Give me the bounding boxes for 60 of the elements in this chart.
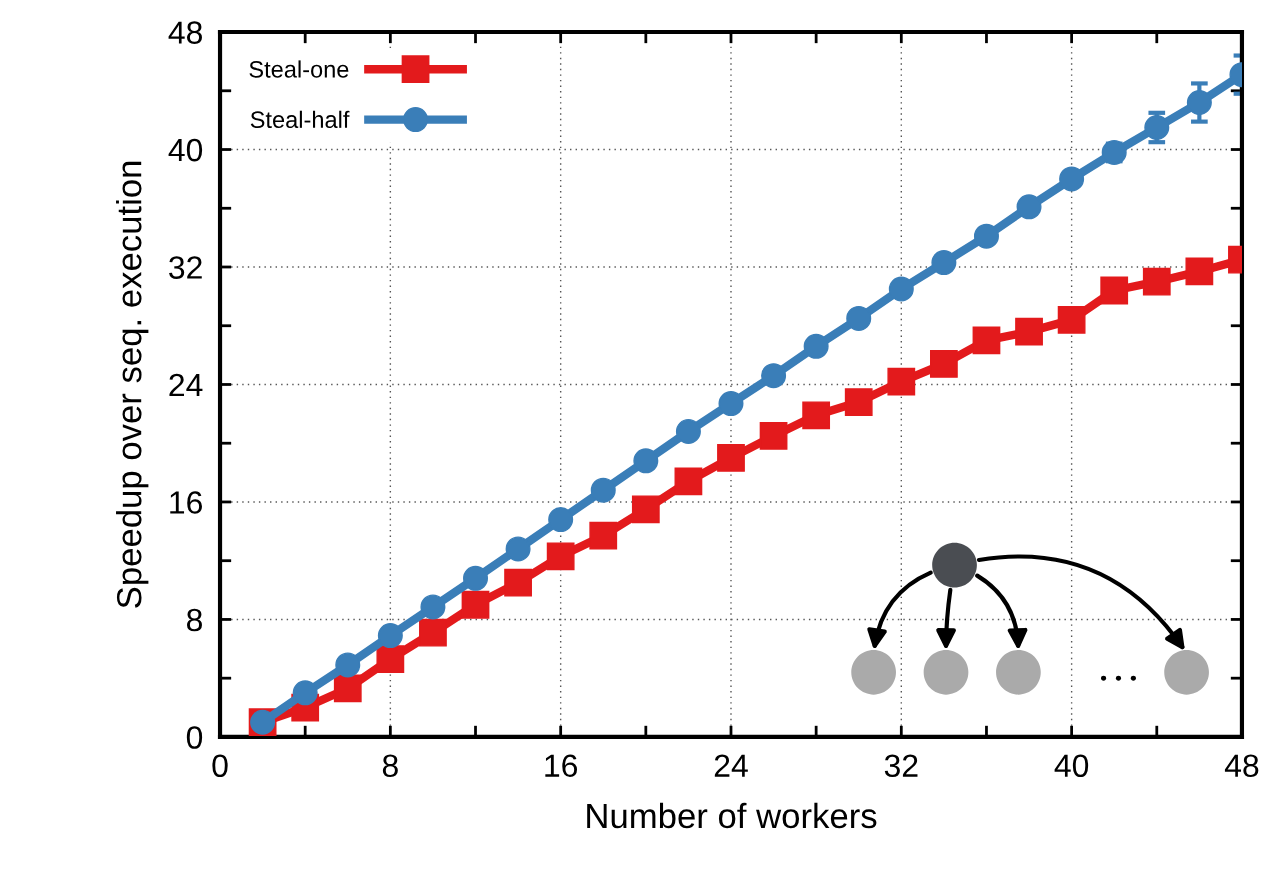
- y-tick-label: 16: [170, 491, 202, 514]
- point: [1185, 257, 1214, 286]
- point: [292, 680, 318, 706]
- point: [929, 350, 958, 378]
- y-tick-label: 40: [168, 138, 203, 162]
- point: [546, 542, 575, 571]
- y-tick-label: 48: [168, 21, 202, 44]
- point: [377, 623, 403, 649]
- point: [888, 276, 914, 302]
- point: [504, 568, 532, 597]
- x-tick-label: 0: [212, 754, 228, 778]
- legend-label: Steal-one: [249, 60, 349, 78]
- point: [590, 477, 616, 503]
- point: [505, 536, 531, 562]
- point: [1015, 317, 1043, 346]
- point: [844, 388, 873, 416]
- point: [335, 652, 361, 678]
- point: [463, 565, 489, 591]
- y-tick-label: 24: [169, 373, 203, 397]
- point: [1016, 194, 1042, 220]
- point: [931, 250, 957, 276]
- point: [802, 401, 831, 430]
- point: [631, 495, 660, 524]
- x-tick-label: 24: [714, 754, 748, 777]
- y-tick-label: 0: [186, 726, 203, 749]
- x-tick-label: 16: [545, 754, 578, 778]
- point: [589, 521, 618, 550]
- point: [759, 421, 788, 450]
- point: [972, 326, 1001, 355]
- point: [761, 363, 787, 389]
- y-tick-label: 32: [169, 256, 202, 279]
- point: [419, 618, 447, 647]
- point: [675, 418, 701, 444]
- point: [717, 444, 745, 472]
- point: [887, 367, 916, 396]
- point: [376, 645, 405, 673]
- point: [1100, 276, 1129, 305]
- point: [803, 333, 829, 359]
- point: [633, 448, 659, 474]
- point: [973, 223, 999, 249]
- point: [674, 467, 703, 496]
- legend-label: Steal-half: [250, 110, 350, 129]
- point: [1142, 267, 1171, 296]
- y-axis-title: Speedup over seq. execution: [116, 161, 149, 608]
- y-tick-label: 8: [186, 608, 202, 632]
- point: [420, 594, 446, 620]
- point: [548, 507, 574, 533]
- point: [718, 391, 744, 417]
- point: [1186, 90, 1212, 116]
- point: [333, 674, 362, 703]
- point: [1059, 166, 1085, 192]
- point: [1144, 114, 1170, 140]
- x-tick-label: 48: [1224, 754, 1259, 778]
- point: [846, 305, 872, 331]
- point: [1057, 305, 1086, 334]
- point: [461, 590, 490, 619]
- x-tick-label: 32: [884, 754, 918, 778]
- x-axis-title: Number of workers: [587, 802, 877, 829]
- x-tick-label: 8: [382, 754, 398, 778]
- x-tick-label: 40: [1054, 754, 1089, 778]
